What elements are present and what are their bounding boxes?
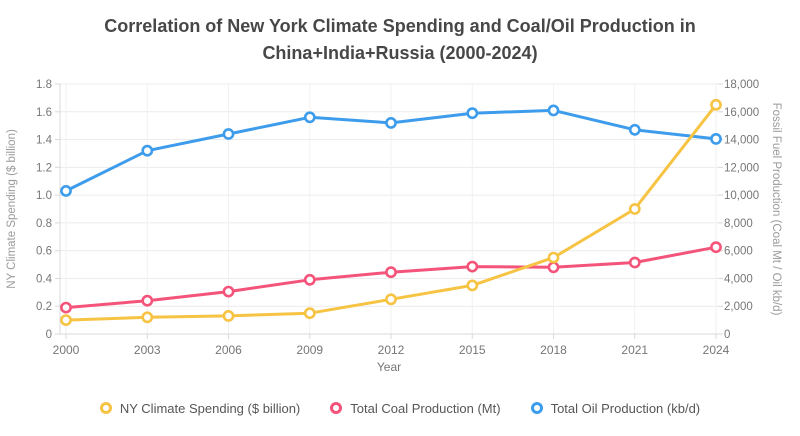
series-0-point [60,314,72,326]
legend-item-ny-climate-spending[interactable]: NY Climate Spending ($ billion) [99,400,301,416]
legend-marker-total-coal-production [330,402,343,414]
series-2-point [547,104,560,117]
series-2-point [303,111,316,124]
series-0-point [385,293,397,306]
series-1-point [222,285,235,298]
series-1-point [710,241,722,254]
y-axis-tick-label-left: 1.6 [36,107,52,119]
y-axis-tick-label-right: 0 [724,329,730,341]
series-2-point [710,132,722,145]
legend-label-total-coal-production: Total Coal Production (Mt) [350,400,501,416]
y-axis-tick-label-left: 1.4 [36,135,53,147]
series-2 [60,104,722,197]
x-axis-tick-label: 2000 [53,343,80,357]
y-axis-tick-label-right: 8,000 [724,218,753,230]
x-axis-tick-label: 2015 [459,343,486,357]
series-2-point [628,123,641,136]
series-1-point [303,273,316,286]
chart-legend: NY Climate Spending ($ billion) Total Co… [0,395,800,421]
legend-marker-total-oil-production [530,402,543,414]
series-2-point [222,128,235,140]
series-2-point [466,107,479,120]
x-axis-tick-label: 2009 [296,343,323,357]
x-axis-tick-label: 2018 [540,343,567,357]
series-2-point [60,184,72,197]
y-axis-tick-label-right: 16,000 [724,107,759,119]
y-axis-tick-label-left: 0.2 [36,301,52,313]
series-0 [60,98,722,326]
y-axis-tick-label-left: 1.8 [36,79,52,91]
x-axis-tick-label: 2012 [378,343,405,357]
series-1-point [385,266,397,279]
series-1-point [628,256,641,269]
series-0-point [466,279,479,292]
y-axis-tick-label-left: 0.6 [36,246,52,258]
series-1-point [141,294,154,307]
legend-label-total-oil-production: Total Oil Production (kb/d) [550,400,701,416]
x-axis-tick-label: 2021 [621,343,648,357]
series-2-point [385,117,397,129]
y-axis-tick-label-right: 12,000 [724,162,759,174]
y-axis-tick-label-right: 10,000 [724,190,759,202]
chart-title-line2: China+India+Russia (2000-2024) [262,43,538,63]
series-0-point [547,251,560,264]
y-axis-tick-label-right: 18,000 [724,79,759,91]
series-0-point [222,309,235,322]
chart-title-line1: Correlation of New York Climate Spending… [104,16,696,36]
series-2-point [141,144,154,157]
series-1-point [547,261,560,274]
x-axis-tick-label: 2006 [215,343,242,357]
y-axis-tick-label-right: 6,000 [724,246,753,258]
series-1-point [466,260,479,273]
series-0-point [628,203,641,215]
y-axis-tick-label-left: 0 [46,329,52,341]
series-1-point [60,301,72,314]
y-axis-tick-label-left: 0.8 [36,218,52,230]
tick-labels: 0 0.2 0.4 0.6 0.8 1.0 1.2 1.4 1.6 1.8 0 2,000 4,000 6… [36,79,759,357]
y-axis-tick-label-left: 0.4 [36,273,53,285]
axis-titles: NY Climate Spending ($ billion) Fossil Fu… [6,103,782,374]
x-axis-title: Year [377,360,401,374]
series-0-point [303,307,316,320]
x-axis-tick-label: 2024 [703,343,730,357]
legend-item-total-oil-production[interactable]: Total Oil Production (kb/d) [530,400,701,416]
y-axis-title-left: NY Climate Spending ($ billion) [6,129,18,289]
series-0-point [141,311,154,324]
legend-label-ny-climate-spending: NY Climate Spending ($ billion) [119,400,301,416]
y-axis-tick-label-right: 14,000 [724,135,759,147]
y-axis-tick-label-left: 1.0 [36,190,52,202]
x-axis-tick-label: 2003 [134,343,161,357]
y-axis-title-right: Fossil Fuel Production (Coal Mt / Oil kb… [770,103,782,316]
legend-marker-ny-climate-spending [99,402,112,414]
legend-item-total-coal-production[interactable]: Total Coal Production (Mt) [330,400,501,416]
y-axis-tick-label-right: 2,000 [724,301,753,313]
y-axis-tick-label-left: 1.2 [36,162,52,174]
series-0-point [710,98,722,111]
y-axis-tick-label-right: 4,000 [724,273,753,285]
axes [55,83,723,339]
chart-title: Correlation of New York Climate Spending… [0,13,800,67]
